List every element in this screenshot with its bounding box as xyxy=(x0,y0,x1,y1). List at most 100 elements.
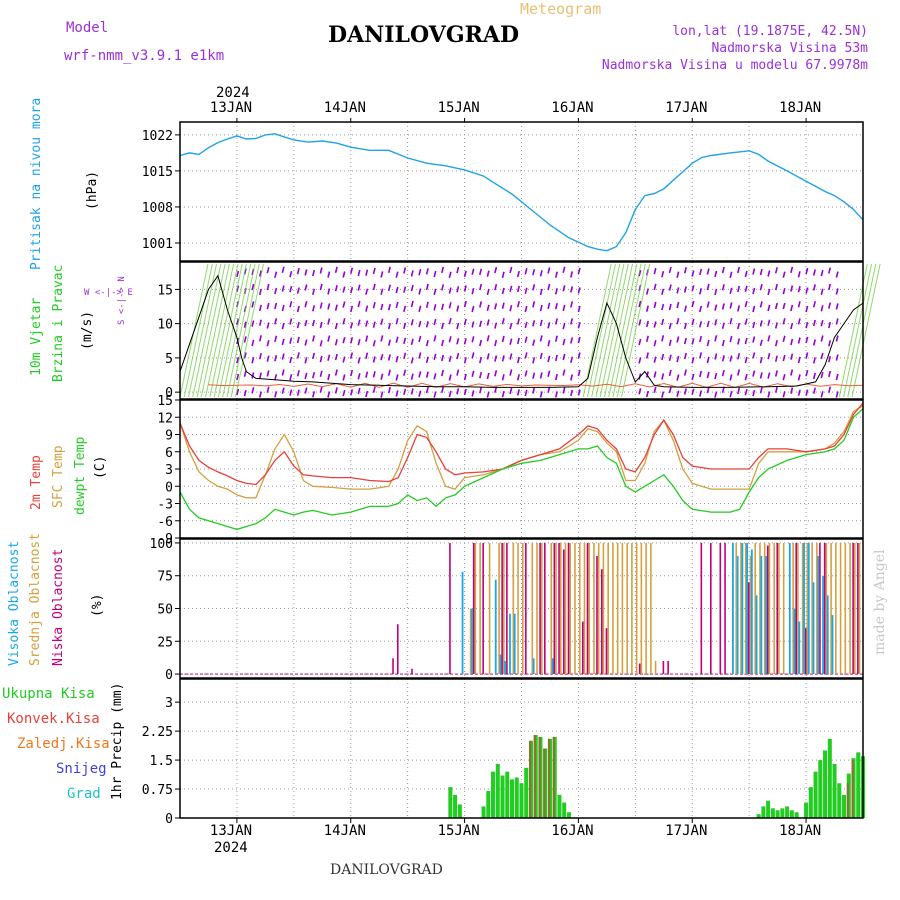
cloud-low-bar xyxy=(795,542,797,675)
cloud-mid-bar xyxy=(602,542,605,675)
y-tick-label: 15 xyxy=(157,283,173,298)
precip-conv-bar xyxy=(547,738,551,818)
precip-total-bar xyxy=(842,794,847,818)
cloud-mid-bar xyxy=(806,542,809,675)
cloud-low-bar xyxy=(544,542,546,675)
cloud-high-bar xyxy=(746,542,749,675)
bottom-year-label: 2024 xyxy=(214,840,248,856)
cloud-low-bar xyxy=(411,668,413,675)
bottom-day-label: 15JAN xyxy=(437,823,480,839)
precip-total-bar xyxy=(827,738,832,818)
cloud-low-bar xyxy=(581,621,584,675)
cloud-high-bar xyxy=(803,542,805,675)
cloud-low-bar xyxy=(562,549,565,675)
cloud-mid-bar xyxy=(569,542,572,675)
cloud-low-bar xyxy=(586,542,589,675)
cloud-low-bar xyxy=(482,542,484,675)
precip-conv-label: Konvek.Kisa xyxy=(7,711,100,727)
bottom-day-label: 17JAN xyxy=(665,823,708,839)
cloud-mid-bar xyxy=(474,542,477,675)
cloud-low-bar xyxy=(525,542,527,675)
cloud-high-bar xyxy=(741,542,744,675)
cloud-high-bar xyxy=(798,621,801,675)
wind-barb-row xyxy=(236,300,839,313)
model-label: Model xyxy=(66,20,109,36)
cloud-mid-bar xyxy=(645,542,647,675)
cloud-low-bar xyxy=(605,628,608,675)
bottom-day-label: 16JAN xyxy=(551,823,594,839)
cloud-mid-bar xyxy=(640,542,643,675)
cloud-mid-bar xyxy=(479,542,481,675)
cloud-mid-bar xyxy=(588,542,591,675)
y-tick-label: 15 xyxy=(157,394,173,409)
cloud-mid-bar xyxy=(773,542,775,675)
cloud-mid-bar xyxy=(740,542,742,675)
cloud-mid-bar xyxy=(550,542,553,675)
cloud-low-bar xyxy=(392,658,394,675)
cloud-low-bar xyxy=(596,556,598,675)
pressure-line xyxy=(179,133,864,252)
cloud-panel-frame xyxy=(179,538,864,679)
precip-total-bar xyxy=(566,812,571,818)
cloud-mid-bar xyxy=(469,608,472,675)
cloud-high-bar xyxy=(755,595,758,675)
y-tick-label: 50 xyxy=(157,603,173,618)
precip-panel-frame xyxy=(179,678,864,819)
y-tick-label: 1022 xyxy=(142,129,173,144)
cloud-high-bar xyxy=(788,542,791,675)
cloud-mid-bar xyxy=(559,542,562,675)
cloud-mid-bar xyxy=(522,542,524,675)
cloud-high-bar xyxy=(499,654,502,675)
precip-total-bar xyxy=(481,806,486,818)
y-tick-label: 0.75 xyxy=(142,783,173,798)
cloud-low-bar xyxy=(638,663,641,675)
y-tick-label: -6 xyxy=(157,515,173,530)
y-tick-label: 2.25 xyxy=(142,725,173,740)
precip-total-bar xyxy=(562,802,567,818)
cloud-low-bar xyxy=(804,628,807,675)
cloud-low-bar xyxy=(857,542,859,675)
precip-total-label: Ukupna Kisa xyxy=(2,686,95,702)
precip-total-bar xyxy=(756,814,761,818)
cloud-mid-bar xyxy=(844,542,847,675)
cloud-low-bar xyxy=(667,660,669,675)
cloud-high-bar xyxy=(513,613,516,675)
cloud-high-bar xyxy=(532,658,535,675)
cloud-low-bar xyxy=(600,569,603,675)
precip-frz-label: Zaledj.Kisa xyxy=(17,736,110,752)
y-tick-label: 3 xyxy=(165,696,173,711)
cloud-low-bar xyxy=(539,542,541,675)
cloud-mid-bar xyxy=(825,542,828,675)
cloud-mid-bar xyxy=(540,542,543,675)
cloud-high-bar xyxy=(731,542,734,675)
cloud-mid-bar xyxy=(858,542,861,675)
cloud-mid-bar xyxy=(626,542,628,675)
wind-gust-line xyxy=(208,382,864,388)
y-tick-label: 0 xyxy=(165,668,173,683)
cloud-mid-bar xyxy=(536,542,538,675)
cloud-mid-bar xyxy=(631,542,633,675)
wind-panel-frame xyxy=(179,261,864,400)
precip-total-bar xyxy=(785,806,790,818)
cloud-mid-bar xyxy=(555,542,557,675)
model-altitude: Nadmorska Visina u modelu 67.9978m xyxy=(601,58,868,73)
y-tick-label: 100 xyxy=(150,537,173,552)
cloud-mid-bar xyxy=(782,542,785,675)
cloud-low-bar xyxy=(472,542,475,675)
y-tick-label: 1.5 xyxy=(150,754,173,769)
cloud-mid-bar xyxy=(564,542,567,675)
cloud-mid-bar xyxy=(621,542,624,675)
precip-total-bar xyxy=(457,804,462,818)
y-tick-label: 12 xyxy=(157,411,173,426)
precip-total-bar xyxy=(818,760,823,818)
cloud-high-bar xyxy=(551,658,554,675)
cloud-high-bar xyxy=(822,575,824,675)
cloud-high-bar xyxy=(750,549,753,675)
bottom-day-label: 14JAN xyxy=(323,823,366,839)
cloud-mid-bar xyxy=(768,542,771,675)
cloud-high-bar xyxy=(509,613,511,675)
top-day-label: 14JAN xyxy=(323,100,366,116)
cloud-mid-bar xyxy=(512,542,515,675)
cloud-mid-bar xyxy=(635,542,638,675)
